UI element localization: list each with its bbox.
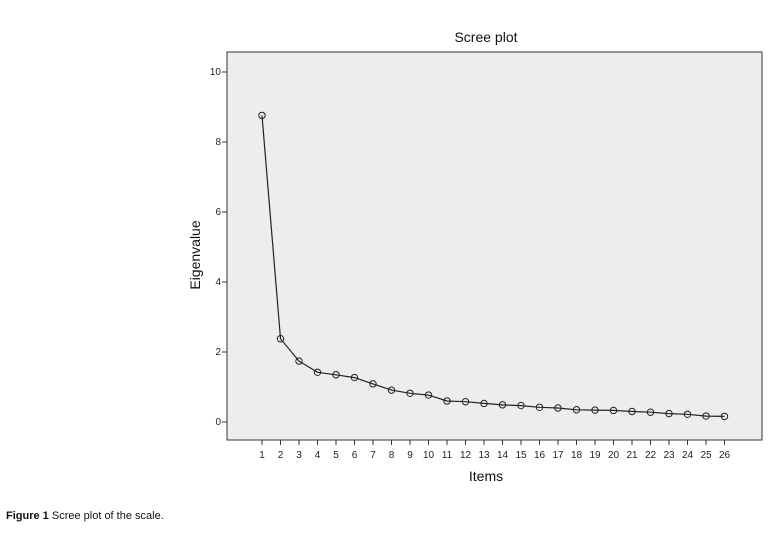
eigenvalue-point (498, 401, 507, 409)
chart-title: Scree plot (454, 29, 517, 45)
x-tick-label: 7 (370, 450, 376, 461)
y-tick-label: 6 (215, 207, 221, 218)
x-tick-label: 11 (442, 450, 453, 461)
eigenvalue-point (665, 409, 673, 418)
eigenvalue-point (554, 404, 562, 412)
eigenvalue-point (461, 398, 470, 406)
eigenvalue-series (258, 111, 729, 421)
y-tick-label: 8 (215, 137, 221, 148)
eigenvalue-point (720, 412, 729, 421)
x-tick-label: 4 (315, 450, 321, 461)
x-tick-label: 20 (608, 450, 620, 461)
plot-area (226, 51, 763, 441)
x-tick-label: 12 (460, 450, 472, 461)
eigenvalue-point (480, 399, 488, 408)
eigenvalue-point (350, 373, 359, 382)
x-tick-label: 23 (663, 450, 675, 461)
x-tick-label: 17 (552, 450, 564, 461)
x-tick-label: 9 (407, 450, 413, 461)
eigenvalue-point (572, 406, 581, 414)
eigenvalue-point (332, 371, 340, 379)
eigenvalue-point (424, 391, 433, 399)
y-tick-label: 2 (215, 347, 221, 358)
figure-caption-label: Figure 1 (6, 510, 49, 522)
eigenvalue-point (313, 368, 322, 376)
eigenvalue-point (683, 410, 692, 418)
x-tick-label: 2 (278, 450, 284, 461)
eigenvalue-point (443, 397, 451, 405)
y-axis: 0 2 4 6 8 10 (210, 67, 227, 428)
x-tick-label: 19 (589, 450, 601, 461)
x-tick-label: 8 (389, 450, 395, 461)
x-tick-label: 25 (700, 450, 712, 461)
x-tick-label: 10 (423, 450, 435, 461)
eigenvalue-point (646, 408, 655, 416)
y-tick-label: 0 (215, 417, 221, 428)
x-tick-label: 24 (682, 450, 694, 461)
x-tick-label: 14 (497, 450, 509, 461)
x-tick-label: 21 (626, 450, 638, 461)
eigenvalue-point (702, 412, 710, 420)
y-axis-label: Eigenvalue (187, 220, 203, 289)
eigenvalue-point (517, 401, 525, 410)
eigenvalue-point (609, 406, 618, 415)
x-tick-label: 13 (478, 450, 490, 461)
figure-caption: Figure 1 Scree plot of the scale. (6, 510, 164, 522)
x-axis: 1 2 3 4 5 6 7 8 9 10 11 12 13 14 15 16 17 18 19 20 21 22 23 24 2… (259, 440, 730, 461)
x-tick-label: 26 (719, 450, 731, 461)
x-tick-label: 16 (534, 450, 546, 461)
eigenvalue-point (628, 407, 636, 416)
y-tick-label: 10 (210, 67, 222, 78)
eigenvalue-point (591, 406, 599, 414)
x-tick-label: 5 (333, 450, 339, 461)
y-tick-label: 4 (215, 277, 221, 288)
x-tick-label: 3 (296, 450, 302, 461)
eigenvalue-point (295, 357, 303, 365)
eigenvalue-point (369, 380, 377, 388)
x-tick-label: 18 (571, 450, 583, 461)
eigenvalue-point (276, 335, 285, 343)
x-tick-label: 22 (645, 450, 657, 461)
x-axis-label: Items (469, 468, 503, 484)
eigenvalue-point (535, 403, 544, 411)
eigenvalue-point (387, 386, 396, 394)
eigenvalue-point (406, 389, 414, 397)
x-tick-label: 1 (259, 450, 265, 461)
x-tick-label: 6 (352, 450, 358, 461)
x-tick-label: 15 (515, 450, 527, 461)
eigenvalue-point (258, 111, 266, 120)
figure-caption-text: Scree plot of the scale. (51, 510, 164, 522)
